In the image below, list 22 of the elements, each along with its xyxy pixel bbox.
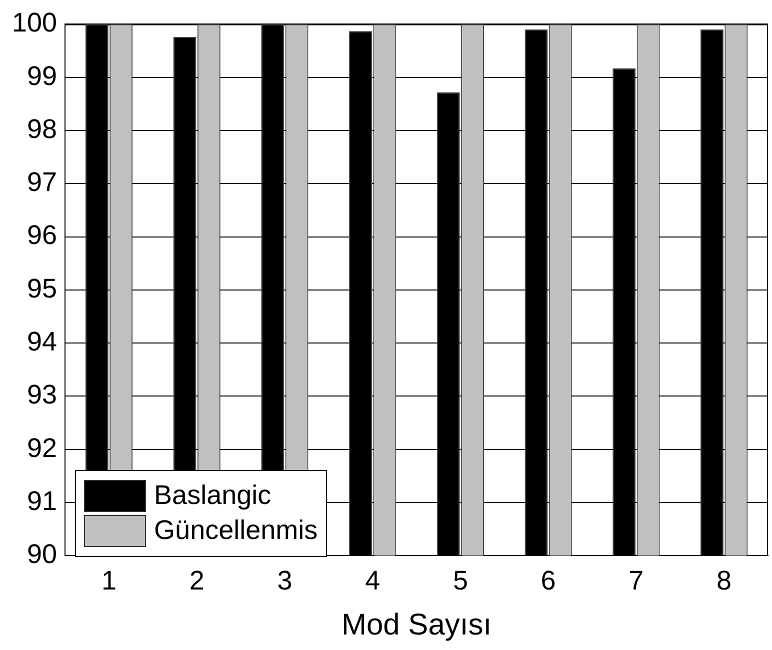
legend-label: Güncellenmis	[154, 515, 318, 546]
y-tick-label: 92	[27, 432, 58, 463]
y-tick-label: 98	[27, 114, 58, 144]
y-tick-label: 100	[12, 8, 58, 38]
x-axis-title: Mod Sayısı	[341, 608, 492, 642]
y-tick-label: 99	[27, 60, 58, 91]
x-tick-label: 5	[452, 565, 468, 596]
x-tick-label: 7	[628, 565, 644, 596]
y-tick-label: 91	[27, 486, 58, 516]
y-tick-label: 97	[27, 167, 58, 198]
x-tick-label: 1	[101, 565, 116, 596]
x-tick-label: 6	[540, 565, 556, 596]
x-tick-label: 3	[277, 565, 292, 596]
y-tick-label: 90	[27, 539, 58, 570]
y-tick-label: 93	[27, 380, 58, 410]
y-tick-label: 96	[27, 220, 58, 250]
x-tick-label: 8	[716, 565, 732, 596]
x-tick-label: 4	[365, 565, 380, 596]
x-tick-label: 2	[189, 565, 204, 596]
y-tick-label: 94	[27, 326, 58, 356]
legend-label: Baslangic	[154, 480, 272, 512]
y-tick-label: 95	[27, 273, 58, 304]
